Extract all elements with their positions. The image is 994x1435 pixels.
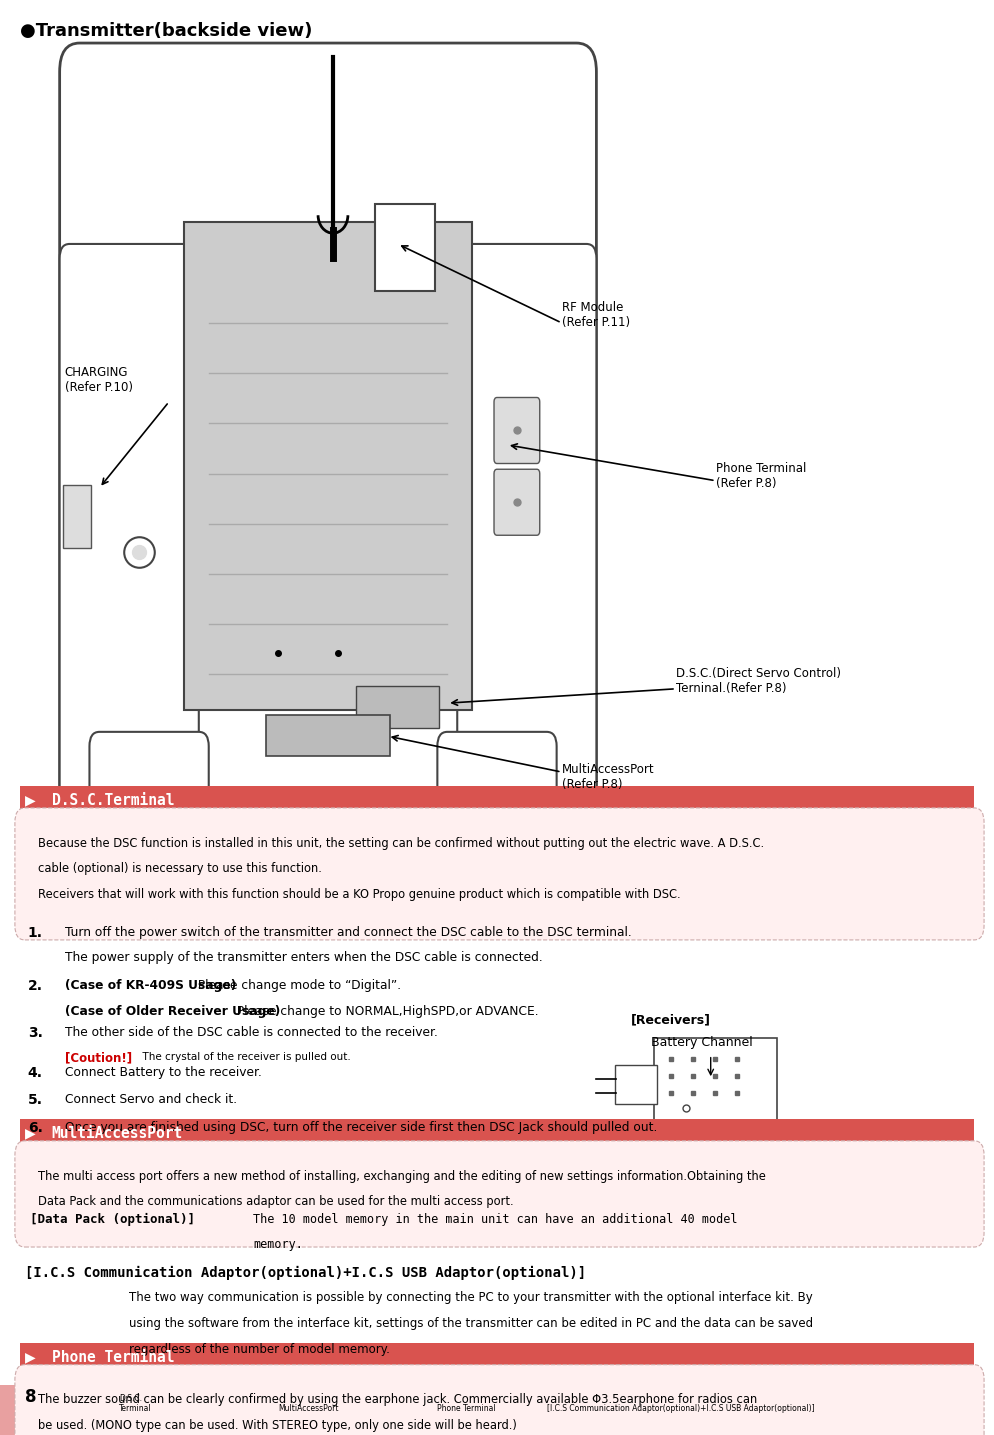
FancyBboxPatch shape xyxy=(0,1385,60,1435)
FancyBboxPatch shape xyxy=(494,397,540,464)
Text: The multi access port offers a new method of installing, exchanging and the edit: The multi access port offers a new metho… xyxy=(38,1170,765,1182)
Text: The other side of the DSC cable is connected to the receiver.: The other side of the DSC cable is conne… xyxy=(65,1026,437,1039)
Text: MultiAccessPort: MultiAccessPort xyxy=(52,1126,183,1141)
Text: regardless of the number of model memory.: regardless of the number of model memory… xyxy=(129,1343,390,1356)
Text: The 10 model memory in the main unit can have an additional 40 model: The 10 model memory in the main unit can… xyxy=(253,1213,738,1225)
Text: Because the DSC function is installed in this unit, the setting can be confirmed: Because the DSC function is installed in… xyxy=(38,837,764,850)
Text: Please change mode to “Digital”.: Please change mode to “Digital”. xyxy=(191,979,402,992)
Text: 1.: 1. xyxy=(28,926,43,940)
FancyBboxPatch shape xyxy=(20,1343,974,1383)
FancyBboxPatch shape xyxy=(494,469,540,535)
Text: Once you are finished using DSC, turn off the receiver side first then DSC Jack : Once you are finished using DSC, turn of… xyxy=(65,1121,657,1134)
FancyBboxPatch shape xyxy=(615,1065,657,1104)
Text: D.S.C.
Terminal: D.S.C. Terminal xyxy=(119,1393,152,1413)
Text: Phone Terminal: Phone Terminal xyxy=(52,1350,174,1365)
Text: ▶: ▶ xyxy=(25,1126,36,1141)
Text: Connect Servo and check it.: Connect Servo and check it. xyxy=(65,1093,237,1106)
Text: Please change to NORMAL,HighSPD,or ADVANCE.: Please change to NORMAL,HighSPD,or ADVAN… xyxy=(229,1004,538,1017)
Text: D.S.C.Terminal: D.S.C.Terminal xyxy=(52,794,174,808)
Text: 4.: 4. xyxy=(28,1066,43,1081)
FancyBboxPatch shape xyxy=(60,244,199,818)
Text: [Coution!]: [Coution!] xyxy=(65,1052,132,1065)
FancyBboxPatch shape xyxy=(457,244,596,818)
FancyBboxPatch shape xyxy=(437,732,557,847)
FancyBboxPatch shape xyxy=(89,732,209,847)
Text: MultiAccessPort
(Refer P.8): MultiAccessPort (Refer P.8) xyxy=(562,763,654,792)
Text: using the software from the interface kit, settings of the transmitter can be ed: using the software from the interface ki… xyxy=(129,1317,813,1330)
FancyBboxPatch shape xyxy=(60,43,596,832)
FancyBboxPatch shape xyxy=(20,786,974,827)
Text: The power supply of the transmitter enters when the DSC cable is connected.: The power supply of the transmitter ente… xyxy=(65,951,543,964)
Text: Battery Channel: Battery Channel xyxy=(651,1036,752,1049)
Text: Phone Terminal
(Refer P.8): Phone Terminal (Refer P.8) xyxy=(716,462,806,491)
Text: be used. (MONO type can be used. With STEREO type, only one side will be heard.): be used. (MONO type can be used. With ST… xyxy=(38,1419,517,1432)
Text: 5.: 5. xyxy=(28,1093,43,1108)
Text: ▶: ▶ xyxy=(25,1350,36,1365)
Text: [Receivers]: [Receivers] xyxy=(631,1013,711,1026)
Text: 6.: 6. xyxy=(28,1121,43,1135)
Text: The crystal of the receiver is pulled out.: The crystal of the receiver is pulled ou… xyxy=(136,1052,351,1062)
Text: Turn off the power switch of the transmitter and connect the DSC cable to the DS: Turn off the power switch of the transmi… xyxy=(65,926,631,938)
Text: The buzzer sound can be clearly confirmed by using the earphone jack. Commercial: The buzzer sound can be clearly confirme… xyxy=(38,1393,757,1406)
Text: RF Module
(Refer P.11): RF Module (Refer P.11) xyxy=(562,301,630,330)
Text: ●Transmitter(backside view): ●Transmitter(backside view) xyxy=(20,22,312,40)
FancyBboxPatch shape xyxy=(184,222,472,710)
FancyBboxPatch shape xyxy=(654,1038,777,1122)
Text: Connect Battery to the receiver.: Connect Battery to the receiver. xyxy=(65,1066,261,1079)
Text: 3.: 3. xyxy=(28,1026,43,1040)
Text: (Case of Older Receiver Usage): (Case of Older Receiver Usage) xyxy=(65,1004,280,1017)
Text: Phone Terminal: Phone Terminal xyxy=(437,1405,496,1413)
Text: memory.: memory. xyxy=(253,1238,303,1251)
FancyBboxPatch shape xyxy=(15,1365,984,1435)
FancyBboxPatch shape xyxy=(375,204,435,291)
Text: [I.C.S Communication Adaptor(optional)+I.C.S USB Adaptor(optional)]: [I.C.S Communication Adaptor(optional)+I… xyxy=(547,1405,814,1413)
Text: [I.C.S Communication Adaptor(optional)+I.C.S USB Adaptor(optional)]: [I.C.S Communication Adaptor(optional)+I… xyxy=(25,1266,586,1280)
FancyBboxPatch shape xyxy=(356,686,439,728)
Text: ▶: ▶ xyxy=(25,794,36,808)
Text: 2.: 2. xyxy=(28,979,43,993)
FancyBboxPatch shape xyxy=(15,1141,984,1247)
Text: MultiAccessPort: MultiAccessPort xyxy=(278,1405,339,1413)
Text: D.S.C.(Direct Servo Control)
Terninal.(Refer P.8): D.S.C.(Direct Servo Control) Terninal.(R… xyxy=(676,667,841,696)
FancyBboxPatch shape xyxy=(266,715,390,756)
FancyBboxPatch shape xyxy=(15,808,984,940)
Text: CHARGING
(Refer P.10): CHARGING (Refer P.10) xyxy=(65,366,132,395)
Text: Receivers that will work with this function should be a KO Propo genuine product: Receivers that will work with this funct… xyxy=(38,888,681,901)
Text: [Data Pack (optional)]: [Data Pack (optional)] xyxy=(30,1213,195,1225)
Text: (Case of KR-409S Usage): (Case of KR-409S Usage) xyxy=(65,979,236,992)
Text: cable (optional) is necessary to use this function.: cable (optional) is necessary to use thi… xyxy=(38,862,322,875)
FancyBboxPatch shape xyxy=(63,485,91,548)
FancyBboxPatch shape xyxy=(20,1119,974,1159)
Text: The two way communication is possible by connecting the PC to your transmitter w: The two way communication is possible by… xyxy=(129,1292,813,1304)
Text: 8: 8 xyxy=(25,1388,37,1406)
Text: Data Pack and the communications adaptor can be used for the multi access port.: Data Pack and the communications adaptor… xyxy=(38,1195,513,1208)
